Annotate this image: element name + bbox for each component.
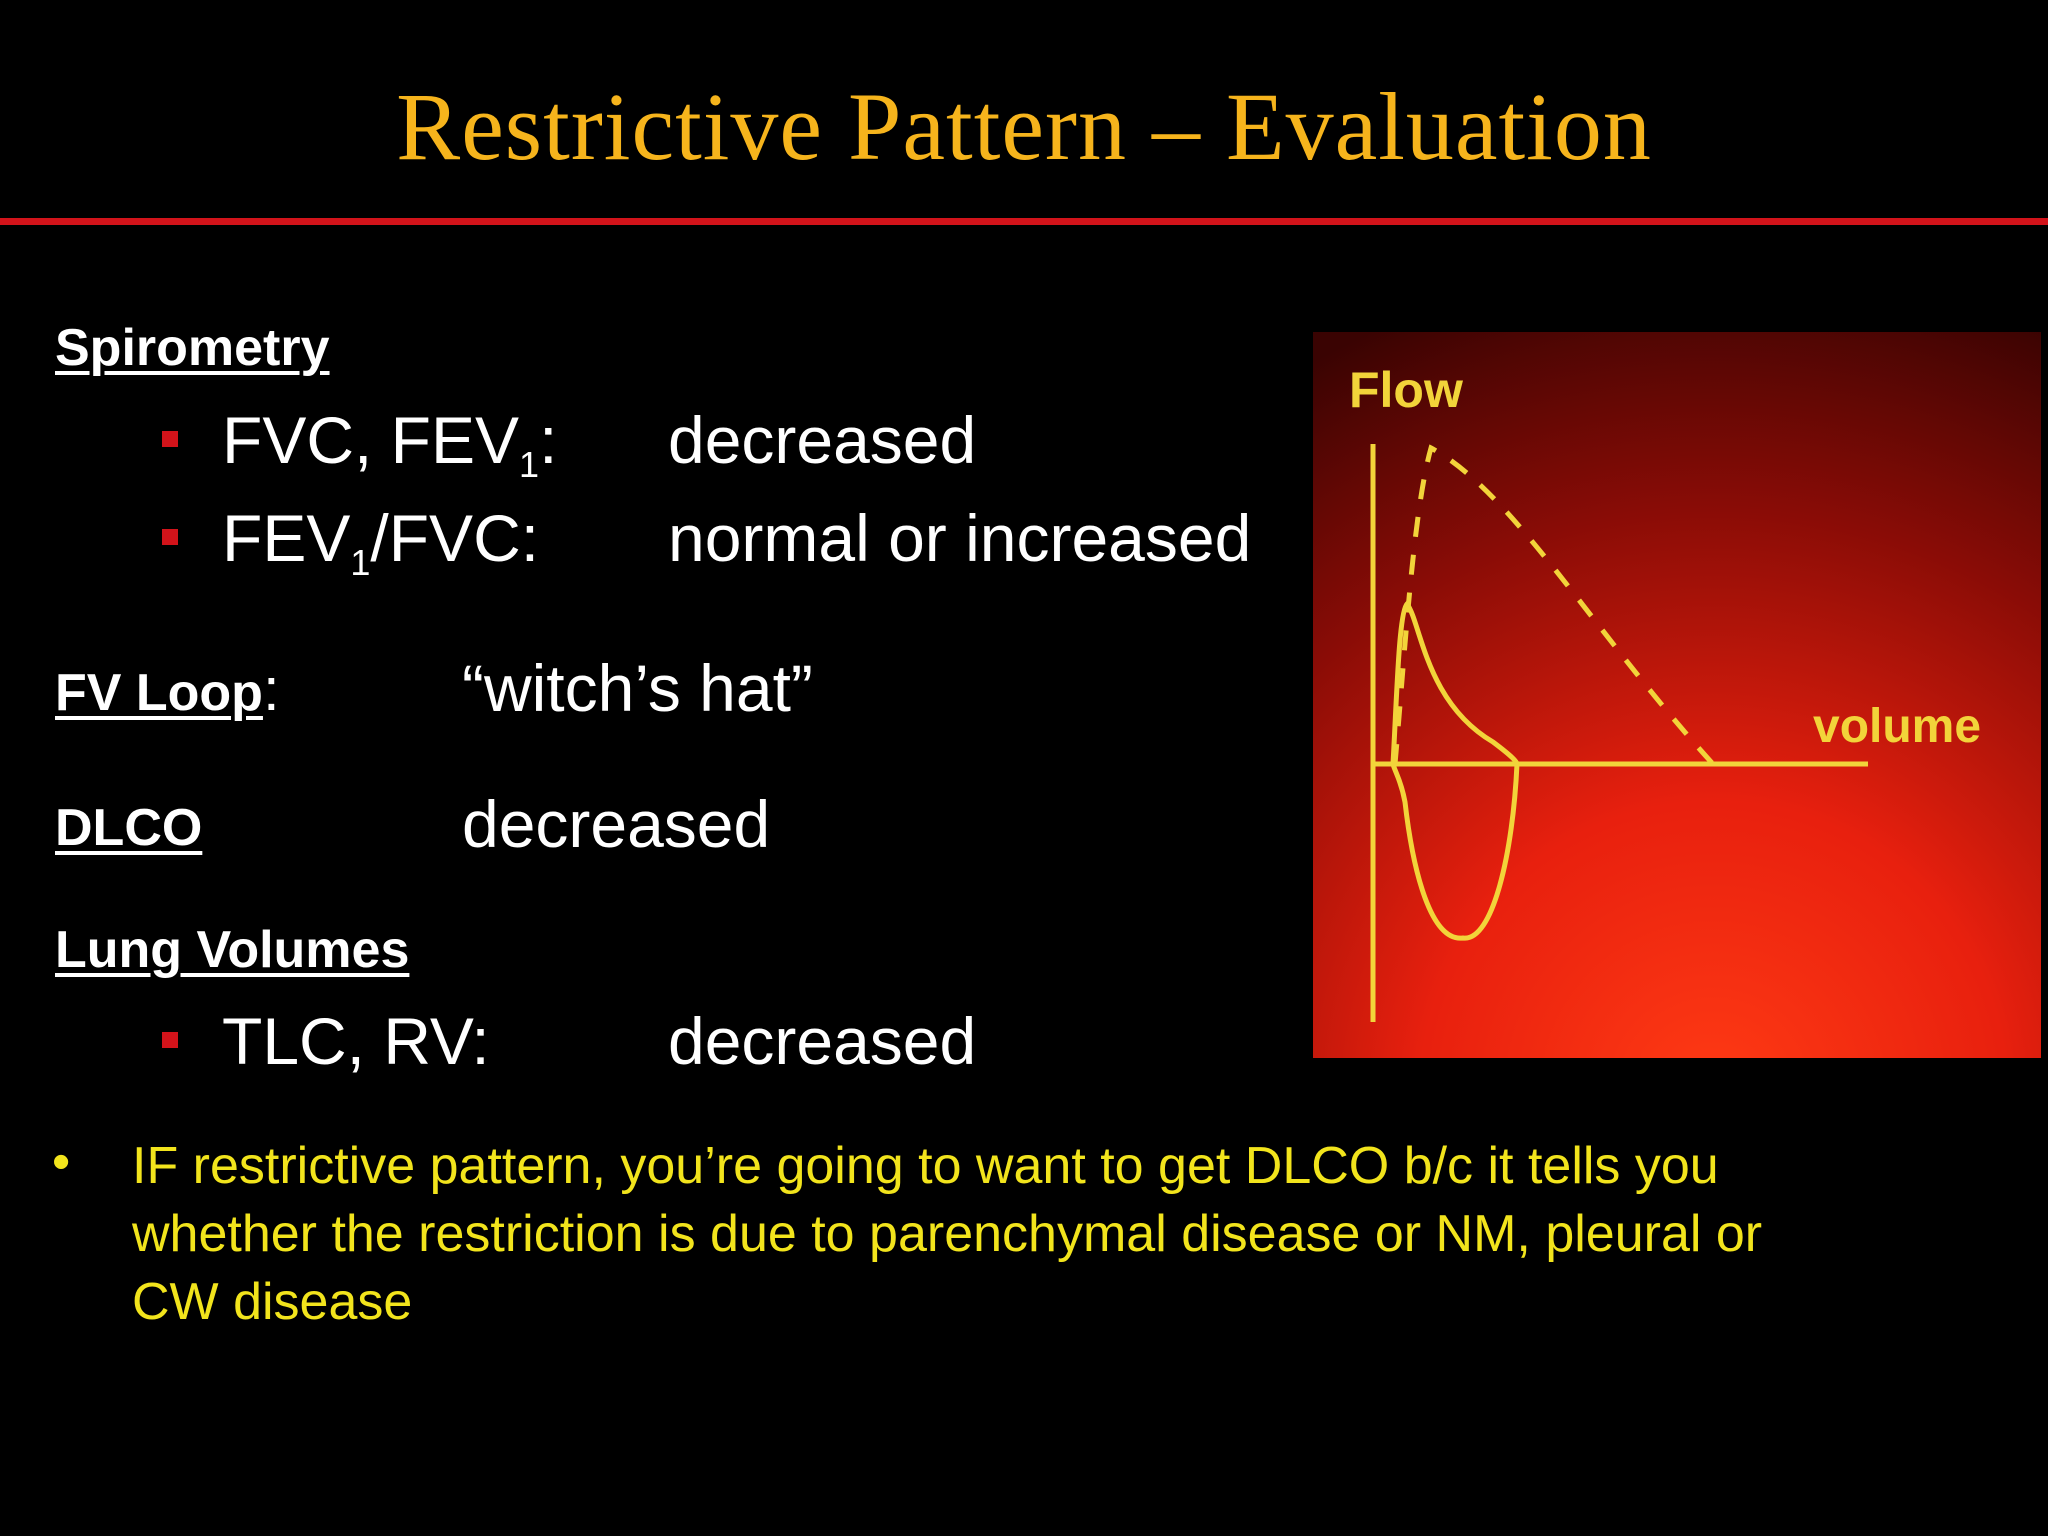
flow-axis-label: Flow: [1349, 362, 1463, 418]
spirometry-item-label: FVC, FEV1:: [222, 402, 558, 483]
spirometry-item-label-sub: 1: [519, 444, 540, 485]
figure-background: [1313, 332, 2041, 1058]
spirometry-item-label-sub: 1: [350, 542, 371, 583]
spirometry-item-label: FEV1/FVC:: [222, 500, 540, 581]
flow-volume-loop-figure: Flow volume: [1313, 332, 2041, 1058]
spirometry-item-label-main: FEV: [222, 501, 351, 575]
spirometry-item-label-post: /FVC:: [370, 501, 540, 575]
lung-volumes-item-value: decreased: [668, 1004, 977, 1078]
lung-volumes-heading: Lung Volumes: [55, 921, 410, 979]
square-bullet-icon: [162, 529, 178, 545]
restrictive-loop-curve: [1390, 600, 1520, 941]
title-divider: [0, 218, 2048, 225]
volume-axis-label: volume: [1813, 700, 1981, 753]
dlco-heading: DLCO: [55, 799, 203, 857]
note-text: IF restrictive pattern, you’re going to …: [132, 1137, 1763, 1331]
fv-loop-heading-text: FV Loop: [55, 664, 263, 722]
note-bullet-icon: •: [52, 1133, 71, 1191]
normal-loop-curve: [1392, 444, 1715, 766]
spirometry-item-label-post: :: [539, 403, 558, 477]
spirometry-heading: Spirometry: [55, 319, 330, 377]
lung-volumes-item-label: TLC, RV:: [222, 1004, 490, 1078]
spirometry-item-value: decreased: [668, 403, 977, 477]
dlco-value: decreased: [462, 787, 771, 861]
square-bullet-icon: [162, 1032, 178, 1048]
fv-loop-value: “witch’s hat”: [462, 651, 813, 725]
slide-title: Restrictive Pattern – Evaluation: [396, 73, 1652, 180]
fv-loop-heading: FV Loop:: [55, 660, 280, 723]
spirometry-item-value: normal or increased: [668, 501, 1252, 575]
fv-loop-colon: :: [262, 656, 280, 723]
spirometry-item-label-main: FVC, FEV: [222, 403, 520, 477]
square-bullet-icon: [162, 431, 178, 447]
